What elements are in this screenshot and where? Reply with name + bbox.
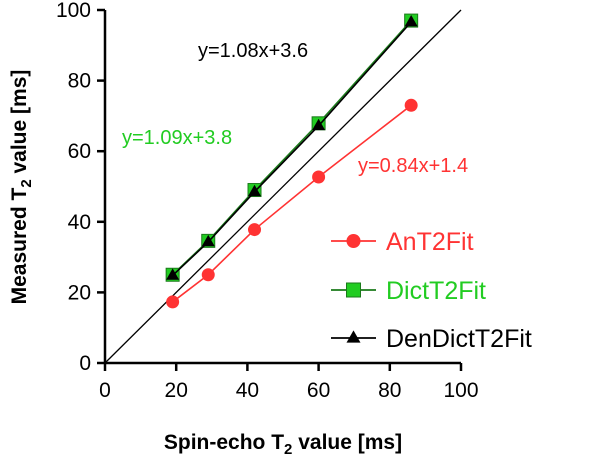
data-point	[201, 234, 215, 247]
x-tick-label: 0	[99, 379, 111, 402]
x-axis-title: Spin-echo T2 value [ms]	[164, 431, 402, 458]
data-point	[248, 223, 262, 237]
series-AnT2Fit	[166, 98, 418, 309]
y-axis-title-subscript: 2	[18, 179, 35, 187]
y-axis-title-prefix: Measured T	[8, 188, 31, 305]
legend-item: DenDictT2Fit	[331, 325, 532, 353]
x-tick-label: 40	[236, 379, 259, 402]
data-point	[248, 184, 262, 197]
x-axis-title-subscript: 2	[284, 441, 292, 458]
series	[165, 13, 419, 309]
identity-line-layer	[104, 9, 462, 364]
legend-item: AnT2Fit	[331, 228, 474, 256]
y-tick-label: 0	[79, 352, 91, 375]
data-point	[312, 170, 326, 184]
data-point	[312, 118, 326, 131]
equations: y=0.84x+1.4 y=1.09x+3.8 y=1.08x+3.6	[122, 40, 468, 177]
y-axis-title-suffix: value [ms]	[8, 70, 31, 180]
y-tick-label: 60	[68, 140, 91, 163]
legend-marker	[346, 330, 361, 343]
x-axis-title-suffix: value [ms]	[292, 431, 402, 454]
data-point	[404, 98, 418, 112]
y-tick-label: 80	[68, 70, 91, 93]
x-tick-label: 20	[165, 379, 188, 402]
y-axis-title: Measured T2 value [ms]	[8, 70, 35, 305]
y-tick-label: 20	[68, 281, 91, 304]
data-point	[166, 295, 180, 309]
equation-label: y=1.08x+3.6	[198, 40, 308, 62]
legend-label: DenDictT2Fit	[386, 325, 532, 353]
legend-marker	[346, 282, 361, 298]
legend-item: DictT2Fit	[331, 277, 486, 305]
data-point	[404, 14, 418, 27]
x-tick-label: 60	[307, 379, 330, 402]
identity-line	[104, 9, 462, 364]
series-DenDictT2Fit	[166, 14, 418, 280]
equation-label: y=1.09x+3.8	[122, 127, 232, 149]
axes	[103, 10, 461, 365]
x-tick-label: 100	[443, 379, 478, 402]
legend-marker	[346, 234, 361, 248]
y-tick-label: 40	[68, 211, 91, 234]
equation-label: y=0.84x+1.4	[358, 155, 468, 177]
x-tick-label: 80	[378, 379, 401, 402]
legend: AnT2Fit DictT2Fit DenDictT2Fit	[331, 228, 532, 353]
data-point	[201, 268, 215, 282]
data-point	[166, 268, 180, 280]
legend-label: DictT2Fit	[386, 277, 486, 305]
y-tick-label: 100	[56, 0, 91, 22]
x-axis-title-prefix: Spin-echo T	[164, 431, 284, 454]
legend-label: AnT2Fit	[386, 228, 474, 256]
ticks: 0 20 40 60 80 100 0 20 40 60 80 100	[56, 0, 479, 402]
